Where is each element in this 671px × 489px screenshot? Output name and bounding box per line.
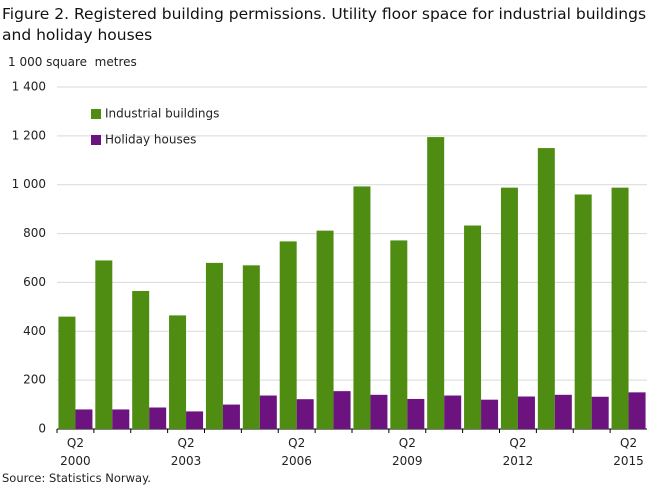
- bar: [333, 391, 351, 429]
- y-tick-label: 1 200: [12, 128, 46, 142]
- bar: [205, 262, 223, 429]
- bar: [112, 409, 130, 429]
- bar: [95, 260, 113, 429]
- bar: [58, 316, 76, 429]
- x-tick-label: Q2 2012: [502, 436, 534, 468]
- legend-label: Industrial buildings: [105, 107, 219, 121]
- bar: [279, 241, 297, 429]
- bar: [464, 225, 482, 429]
- y-tick-label: 400: [23, 324, 46, 338]
- bar: [500, 187, 518, 429]
- bar: [628, 392, 646, 429]
- y-tick-label: 1 400: [12, 80, 46, 94]
- bar: [537, 148, 555, 430]
- chart-title: Figure 2. Registered building permission…: [2, 5, 647, 44]
- bar: [169, 315, 187, 429]
- x-tick-label: Q2 2003: [170, 436, 202, 468]
- bar: [186, 411, 204, 429]
- bar: [132, 290, 150, 429]
- y-tick-label: 600: [23, 275, 46, 289]
- bar: [353, 186, 371, 429]
- bar: [481, 399, 499, 429]
- bar: [75, 409, 93, 429]
- legend-swatch: [91, 135, 101, 145]
- bar: [591, 396, 609, 429]
- bar: [554, 394, 572, 429]
- bar: [149, 407, 167, 429]
- bar: [259, 395, 277, 429]
- bar: [611, 187, 629, 429]
- y-tick-label: 200: [23, 373, 46, 387]
- y-tick-label: 0: [38, 422, 46, 436]
- bar: [242, 265, 260, 429]
- y-axis-label: 1 000 square metres: [8, 55, 137, 69]
- x-tick-label: Q2 2015: [613, 436, 644, 468]
- y-tick-label: 1 000: [12, 177, 46, 191]
- legend-label: Holiday houses: [105, 133, 196, 147]
- x-tick-label: Q2 2006: [281, 436, 312, 468]
- bar: [517, 396, 535, 429]
- legend-swatch: [91, 109, 101, 119]
- bar: [574, 194, 592, 429]
- x-tick-label: Q2 2009: [392, 436, 423, 468]
- bar: [390, 240, 408, 429]
- bar: [370, 394, 388, 429]
- bar: [427, 137, 445, 430]
- x-tick-label: Q2 2000: [60, 436, 91, 468]
- y-tick-label: 800: [23, 226, 46, 240]
- bar: [407, 398, 425, 429]
- bar: [296, 399, 314, 429]
- bar: [444, 395, 462, 429]
- source: Source: Statistics Norway.: [2, 471, 151, 485]
- bar: [316, 230, 334, 429]
- bar: [222, 404, 240, 429]
